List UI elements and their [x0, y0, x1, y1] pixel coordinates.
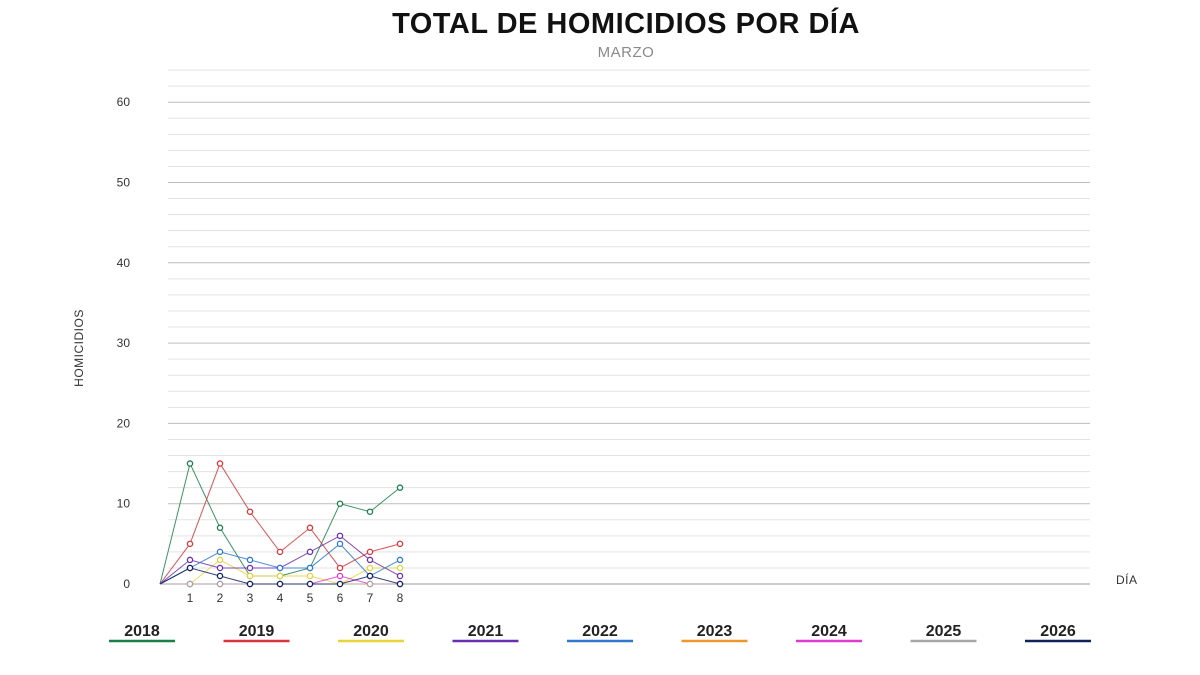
data-point: [366, 572, 374, 580]
data-point: [246, 564, 254, 572]
data-point: [306, 572, 314, 580]
y-tick-label: 40: [117, 256, 131, 270]
data-point: [336, 564, 344, 572]
x-axis-title: DÍA: [1116, 572, 1138, 587]
data-point: [216, 580, 224, 588]
legend: 2018 2019 2020 2021 2022 2023 2024 2025 2026: [109, 623, 1091, 643]
x-tick-label: 1: [187, 591, 194, 605]
legend-label: 2026: [1040, 623, 1076, 640]
x-tick-label: 6: [337, 591, 344, 605]
data-point: [336, 532, 344, 540]
data-point: [366, 580, 374, 588]
data-point: [396, 580, 404, 588]
y-tick-label: 30: [117, 336, 131, 350]
y-tick-label: 10: [117, 497, 131, 511]
legend-label: 2024: [811, 623, 847, 640]
series-2026: [159, 564, 404, 588]
data-point: [336, 500, 344, 507]
data-point: [306, 524, 314, 532]
legend-label: 2023: [697, 623, 733, 640]
legend-label: 2022: [582, 623, 618, 640]
series-lines: [159, 460, 404, 588]
y-tick-label: 60: [117, 95, 131, 109]
x-tick-label: 3: [247, 591, 254, 605]
data-point: [186, 556, 194, 564]
data-point: [336, 572, 344, 580]
axes: 0 10 20 30 40 50 60 1 2 3 4 5 6 7 8 DÍA HOMICIDIOS: [72, 95, 1138, 605]
data-point: [216, 556, 224, 564]
data-point: [306, 548, 314, 556]
data-point: [306, 564, 314, 572]
grid-lines: [168, 69, 1090, 569]
y-tick-label: 0: [123, 577, 130, 591]
x-tick-label: 4: [277, 591, 284, 605]
x-tick-label: 8: [397, 591, 404, 605]
data-point: [366, 556, 374, 564]
data-point: [246, 556, 254, 564]
y-tick-label: 20: [117, 416, 131, 430]
legend-label: 2019: [239, 623, 275, 640]
data-point: [336, 580, 344, 588]
data-point: [396, 564, 404, 572]
legend-label: 2025: [926, 623, 962, 640]
data-point: [396, 540, 404, 548]
data-point: [186, 460, 194, 467]
data-point: [186, 580, 194, 588]
x-tick-label: 5: [307, 591, 314, 605]
data-point: [246, 508, 254, 515]
data-point: [186, 540, 194, 548]
data-point: [336, 540, 344, 548]
data-point: [216, 548, 224, 556]
data-point: [216, 460, 224, 467]
data-point: [216, 572, 224, 580]
legend-label: 2021: [468, 623, 504, 640]
y-tick-label: 50: [117, 176, 131, 190]
x-tick-label: 7: [367, 591, 374, 605]
data-point: [306, 580, 314, 588]
data-point: [396, 572, 404, 580]
data-point: [276, 580, 284, 588]
data-point: [216, 564, 224, 572]
chart-subtitle: MARZO: [597, 44, 655, 61]
x-tick-label: 2: [217, 591, 224, 605]
data-point: [276, 572, 284, 580]
data-point: [276, 548, 284, 556]
chart-title: TOTAL DE HOMICIDIOS POR DÍA: [392, 8, 860, 40]
data-point: [216, 524, 224, 532]
data-point: [246, 580, 254, 588]
data-point: [186, 564, 194, 572]
data-point: [366, 508, 374, 515]
data-point: [366, 564, 374, 572]
series-line: [160, 559, 400, 585]
data-point: [366, 548, 374, 556]
series-2019: [159, 460, 404, 585]
legend-label: 2020: [353, 623, 389, 640]
y-axis-title: HOMICIDIOS: [72, 309, 86, 387]
data-point: [276, 564, 284, 572]
legend-label: 2018: [124, 623, 160, 640]
data-point: [396, 556, 404, 564]
data-point: [246, 572, 254, 580]
data-point: [396, 484, 404, 491]
